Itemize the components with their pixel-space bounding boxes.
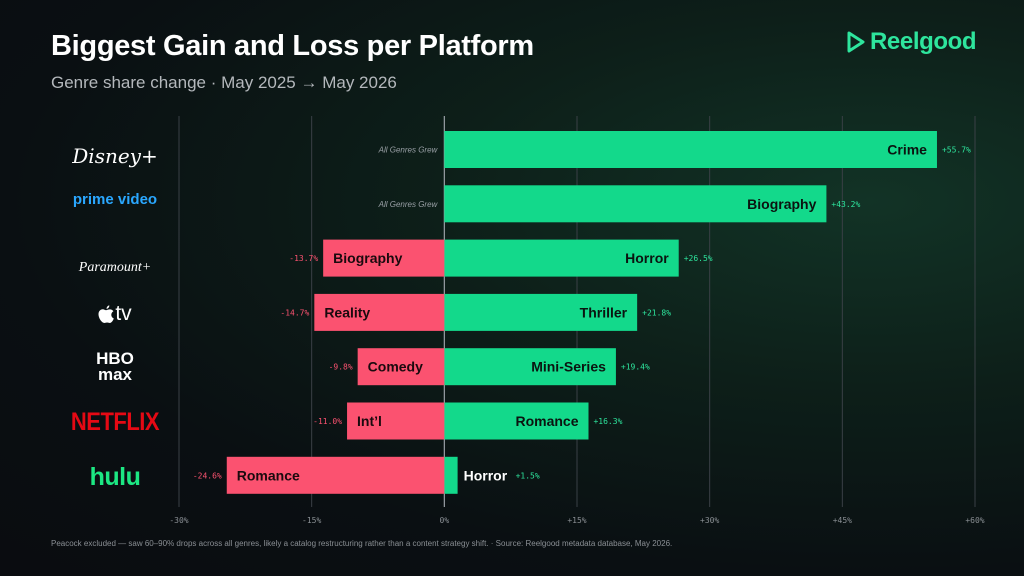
gain-genre-label: Horror (464, 467, 508, 483)
loss-bar (357, 348, 445, 386)
gain-genre-label: Romance (515, 413, 578, 429)
annotation-label: All Genres Grew (378, 146, 439, 155)
gain-bar (444, 185, 827, 223)
loss-genre-label: Comedy (368, 359, 423, 375)
gain-genre-label: Crime (887, 142, 927, 158)
loss-value-label: -24.6% (193, 471, 222, 480)
page-subtitle: Genre share change · May 2025 → May 2026 (51, 73, 397, 92)
gain-value-label: +43.2% (831, 200, 860, 209)
disney-plus-logo: Disney+ (72, 144, 158, 168)
gain-genre-label: Mini-Series (531, 359, 606, 375)
gain-bar (444, 239, 679, 277)
footnote: Peacock excluded — saw 60–90% drops acro… (51, 539, 673, 548)
gain-value-label: +1.5% (516, 471, 540, 480)
brand-name: Reelgood (870, 28, 977, 55)
gain-bar (444, 131, 937, 168)
gain-value-label: +55.7% (942, 146, 971, 155)
hulu-logo: hulu (89, 462, 141, 491)
apple-icon (98, 304, 115, 323)
x-tick-label: +15% (567, 516, 586, 525)
loss-value-label: -14.7% (280, 308, 309, 317)
loss-value-label: -11.0% (313, 417, 342, 426)
netflix-logo: NETFLIX (70, 407, 160, 436)
loss-bar (323, 239, 445, 277)
x-tick-label: -15% (302, 516, 321, 525)
loss-bar (347, 402, 445, 440)
hbo-max-logo: HBO max (96, 349, 134, 384)
page-title: Biggest Gain and Loss per Platform (51, 30, 534, 62)
gain-bar (444, 348, 616, 386)
gain-value-label: +16.3% (593, 417, 622, 426)
loss-value-label: -9.8% (329, 363, 353, 372)
paramount-plus-logo: Paramount+ (78, 260, 152, 275)
x-tick-label: +45% (833, 516, 852, 525)
x-tick-label: +30% (700, 516, 719, 525)
gain-bar (444, 402, 589, 440)
gain-value-label: +21.8% (642, 308, 671, 317)
gain-bar (444, 456, 458, 494)
loss-bar (226, 456, 445, 494)
reelgood-logo: Reelgood (846, 28, 977, 56)
loss-bar (314, 293, 445, 331)
gain-value-label: +26.5% (684, 254, 713, 263)
gain-genre-label: Thriller (580, 304, 628, 320)
gain-genre-label: Horror (625, 250, 669, 266)
gain-value-label: +19.4% (621, 363, 650, 372)
gain-bar (444, 293, 638, 331)
loss-genre-label: Reality (324, 304, 370, 320)
annotation-label: All Genres Grew (378, 200, 439, 209)
gain-genre-label: Biography (747, 196, 816, 212)
loss-genre-label: Biography (333, 250, 402, 266)
x-tick-label: -30% (169, 516, 188, 525)
x-tick-label: 0% (440, 516, 450, 525)
loss-genre-label: Int’l (357, 413, 382, 429)
loss-genre-label: Romance (237, 467, 300, 483)
prime-video-logo: prime video (72, 190, 158, 208)
loss-value-label: -13.7% (289, 254, 318, 263)
x-tick-label: +60% (965, 516, 984, 525)
reelgood-play-icon (847, 31, 865, 53)
apple-tv-logo: tv (62, 297, 168, 331)
